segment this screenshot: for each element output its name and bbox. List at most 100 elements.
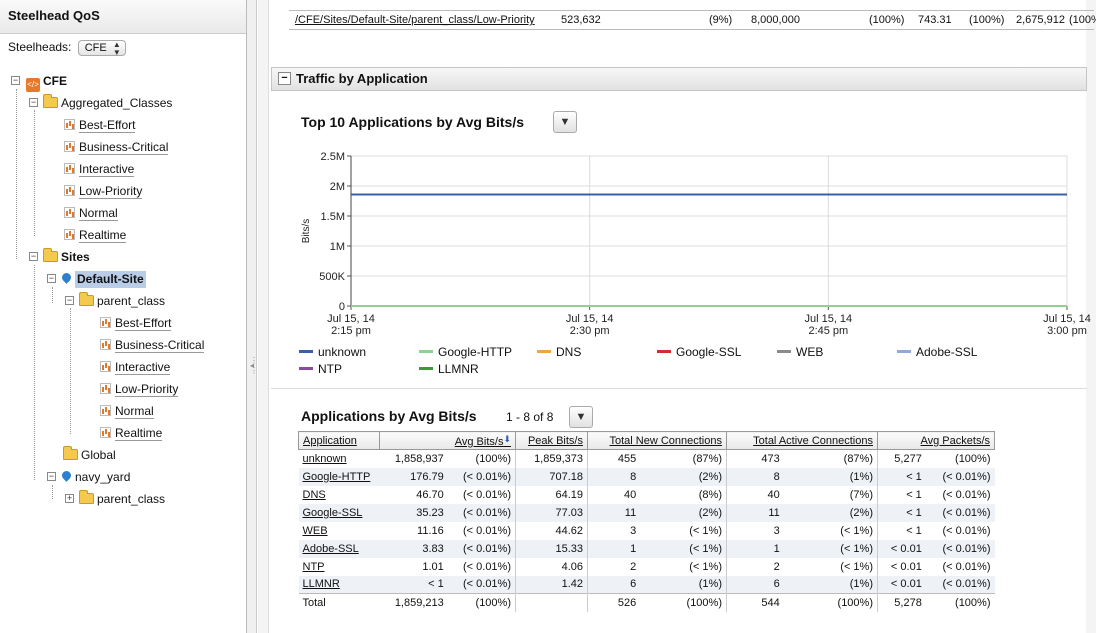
cell-application[interactable]: NTP <box>302 560 325 573</box>
tree-node-parent-class[interactable]: − parent_class <box>65 292 165 310</box>
steelheads-selector: Steelheads: CFE ▲ ▼ <box>8 40 126 57</box>
tree-node-global[interactable]: Global <box>63 446 116 464</box>
tree-node-navy-parent-class[interactable]: + parent_class <box>65 490 165 508</box>
table-row[interactable]: WEB 11.16 (< 0.01%) 44.62 3 (< 1%) 3 (< 1%) < 1(… <box>299 521 995 540</box>
x-tick-date: Jul 15, 14 <box>804 313 852 325</box>
tree-item-business-critical[interactable]: Business-Critical <box>100 336 205 354</box>
cell-avg-packets: 5,277 <box>876 449 926 468</box>
collapse-toggle-icon[interactable]: − <box>47 471 56 481</box>
cell-application[interactable]: unknown <box>302 452 347 465</box>
select-arrows-icon: ▲ ▼ <box>112 40 121 57</box>
legend-swatch <box>299 367 313 370</box>
tree-node-cfe[interactable]: − </> CFE <box>11 72 67 92</box>
cell-new-connections: 3 <box>587 521 641 540</box>
tree-node-default-site[interactable]: − Default-Site <box>47 270 146 288</box>
cell-value: 8,000,000 <box>751 14 800 26</box>
table-row[interactable]: LLMNR < 1 (< 0.01%) 1.42 6 (1%) 6 (1%) < 0.01 (< … <box>298 575 995 594</box>
legend-item[interactable]: DNS <box>537 344 581 360</box>
cell-avg-packets: < 0.01 <box>876 575 926 594</box>
legend-item[interactable]: NTP <box>299 361 342 377</box>
table-options-dropdown[interactable]: ▼ <box>569 406 593 428</box>
legend-swatch <box>299 350 313 353</box>
tree-item-best-effort[interactable]: Best-Effort <box>64 116 136 134</box>
legend-item[interactable]: Google-HTTP <box>419 344 512 360</box>
cell-application[interactable]: Adobe-SSL <box>298 539 380 558</box>
column-header-total-active-connections[interactable]: Total Active Connections <box>726 431 878 450</box>
cell-avg-packets-percent: (< 0.01%) <box>942 488 991 501</box>
collapse-toggle-icon[interactable]: − <box>29 97 38 107</box>
legend-item[interactable]: unknown <box>299 344 366 360</box>
legend-item[interactable]: Adobe-SSL <box>897 344 977 360</box>
tree-item-label: Normal <box>115 404 154 419</box>
grip-icon: ⋮ ◂ ⋮ <box>250 356 258 375</box>
collapse-toggle-icon[interactable]: − <box>11 75 20 85</box>
tree-item-label: Interactive <box>79 162 135 177</box>
table-row[interactable]: DNS 46.70 (< 0.01%) 64.19 40 (8%) 40 (7%) < 1 (< … <box>299 485 995 504</box>
tree-node-label: navy_yard <box>75 470 131 484</box>
tree-node-sites[interactable]: − Sites <box>29 248 90 266</box>
chart-icon <box>100 383 111 394</box>
cell-active-connections: 11 <box>725 503 784 522</box>
chart-icon <box>100 317 111 328</box>
tree-item-interactive[interactable]: Interactive <box>100 358 171 376</box>
tree-node-aggregated-classes[interactable]: − Aggregated_Classes <box>29 94 172 112</box>
cell-avg-bits: 1,858,937 <box>394 452 444 465</box>
class-path-link[interactable]: /CFE/Sites/Default-Site/parent_class/Low… <box>295 14 535 26</box>
cell-application[interactable]: DNS <box>302 488 326 501</box>
tree-item-low-priority[interactable]: Low-Priority <box>64 182 143 200</box>
cell-application[interactable]: Google-SSL <box>298 503 380 522</box>
column-header-application[interactable]: Application <box>298 431 380 450</box>
cell-active-connections: 3 <box>725 521 784 540</box>
cell-avg-bits: 3.83 <box>379 539 448 558</box>
expand-toggle-icon[interactable]: + <box>65 493 74 503</box>
tree-line <box>34 265 35 480</box>
chart-icon <box>64 163 75 174</box>
column-header-avg-packets[interactable]: Avg Packets/s <box>877 431 995 450</box>
collapse-toggle-icon[interactable]: − <box>29 251 38 261</box>
collapse-icon[interactable]: − <box>278 72 291 85</box>
legend-item[interactable]: LLMNR <box>419 361 479 377</box>
tree-item-best-effort[interactable]: Best-Effort <box>100 314 172 332</box>
column-header-avg-bits[interactable]: Avg Bits/s⬇ <box>379 431 516 450</box>
tree-item-business-critical[interactable]: Business-Critical <box>64 138 169 156</box>
table-row[interactable]: unknown 1,858,937 (100%) 1,859,373 455 (87%) 4… <box>299 449 995 468</box>
tree-item-realtime[interactable]: Realtime <box>64 226 127 244</box>
cell-active-connections-percent: (7%) <box>849 488 873 501</box>
tree-item-interactive[interactable]: Interactive <box>64 160 135 178</box>
legend-item[interactable]: WEB <box>777 344 823 360</box>
tree-item-realtime[interactable]: Realtime <box>100 424 163 442</box>
tree-item-normal[interactable]: Normal <box>100 402 154 420</box>
tree-node-navy-yard[interactable]: − navy_yard <box>47 468 130 486</box>
cell-peak-bits: 1.42 <box>515 575 588 594</box>
cell-application[interactable]: LLMNR <box>298 575 380 594</box>
cell-avg-bits: < 1 <box>379 575 448 594</box>
y-tick-label: 0 <box>339 301 345 313</box>
traffic-by-application-header[interactable]: − Traffic by Application <box>271 67 1087 91</box>
tree-item-low-priority[interactable]: Low-Priority <box>100 380 179 398</box>
table-row[interactable]: NTP 1.01 (< 0.01%) 4.06 2 (< 1%) 2 (< 1%) < 0.01… <box>299 557 995 576</box>
cell-avg-bits-percent: (< 0.01%) <box>447 539 516 558</box>
table-row[interactable]: Adobe-SSL 3.83 (< 0.01%) 15.33 1 (< 1%) 1 (< 1%… <box>298 539 995 558</box>
cell-active-connections-percent: (1%) <box>783 575 878 594</box>
table-header-row: Application Avg Bits/s⬇ Peak Bits/s Tota… <box>298 431 995 450</box>
column-header-total-new-connections[interactable]: Total New Connections <box>587 431 727 450</box>
legend-swatch <box>897 350 911 353</box>
table-row[interactable]: Google-HTTP 176.79 (< 0.01%) 707.18 8 (2%) 8 (1… <box>298 467 995 486</box>
collapse-toggle-icon[interactable]: − <box>65 295 74 305</box>
cell-application[interactable]: Google-HTTP <box>298 467 380 486</box>
chart-options-dropdown[interactable]: ▼ <box>553 111 577 133</box>
tree-item-normal[interactable]: Normal <box>64 204 118 222</box>
legend-item[interactable]: Google-SSL <box>657 344 741 360</box>
folder-icon <box>79 490 94 504</box>
cell-application[interactable]: WEB <box>302 524 328 537</box>
tree-node-label: parent_class <box>97 294 166 308</box>
panel-divider[interactable]: ⋮ ◂ ⋮ <box>247 0 258 633</box>
cell-active-connections: 1 <box>725 539 784 558</box>
cell-value: 2,675,912 <box>1016 14 1065 26</box>
x-tick-time: 2:15 pm <box>331 325 371 337</box>
steelheads-select[interactable]: CFE ▲ ▼ <box>77 40 126 57</box>
table-row[interactable]: Google-SSL 35.23 (< 0.01%) 77.03 11 (2%) 11 (2%… <box>298 503 995 522</box>
column-header-peak-bits[interactable]: Peak Bits/s <box>515 431 588 450</box>
cell-avg-bits-percent: (< 0.01%) <box>447 503 516 522</box>
collapse-toggle-icon[interactable]: − <box>47 273 56 283</box>
